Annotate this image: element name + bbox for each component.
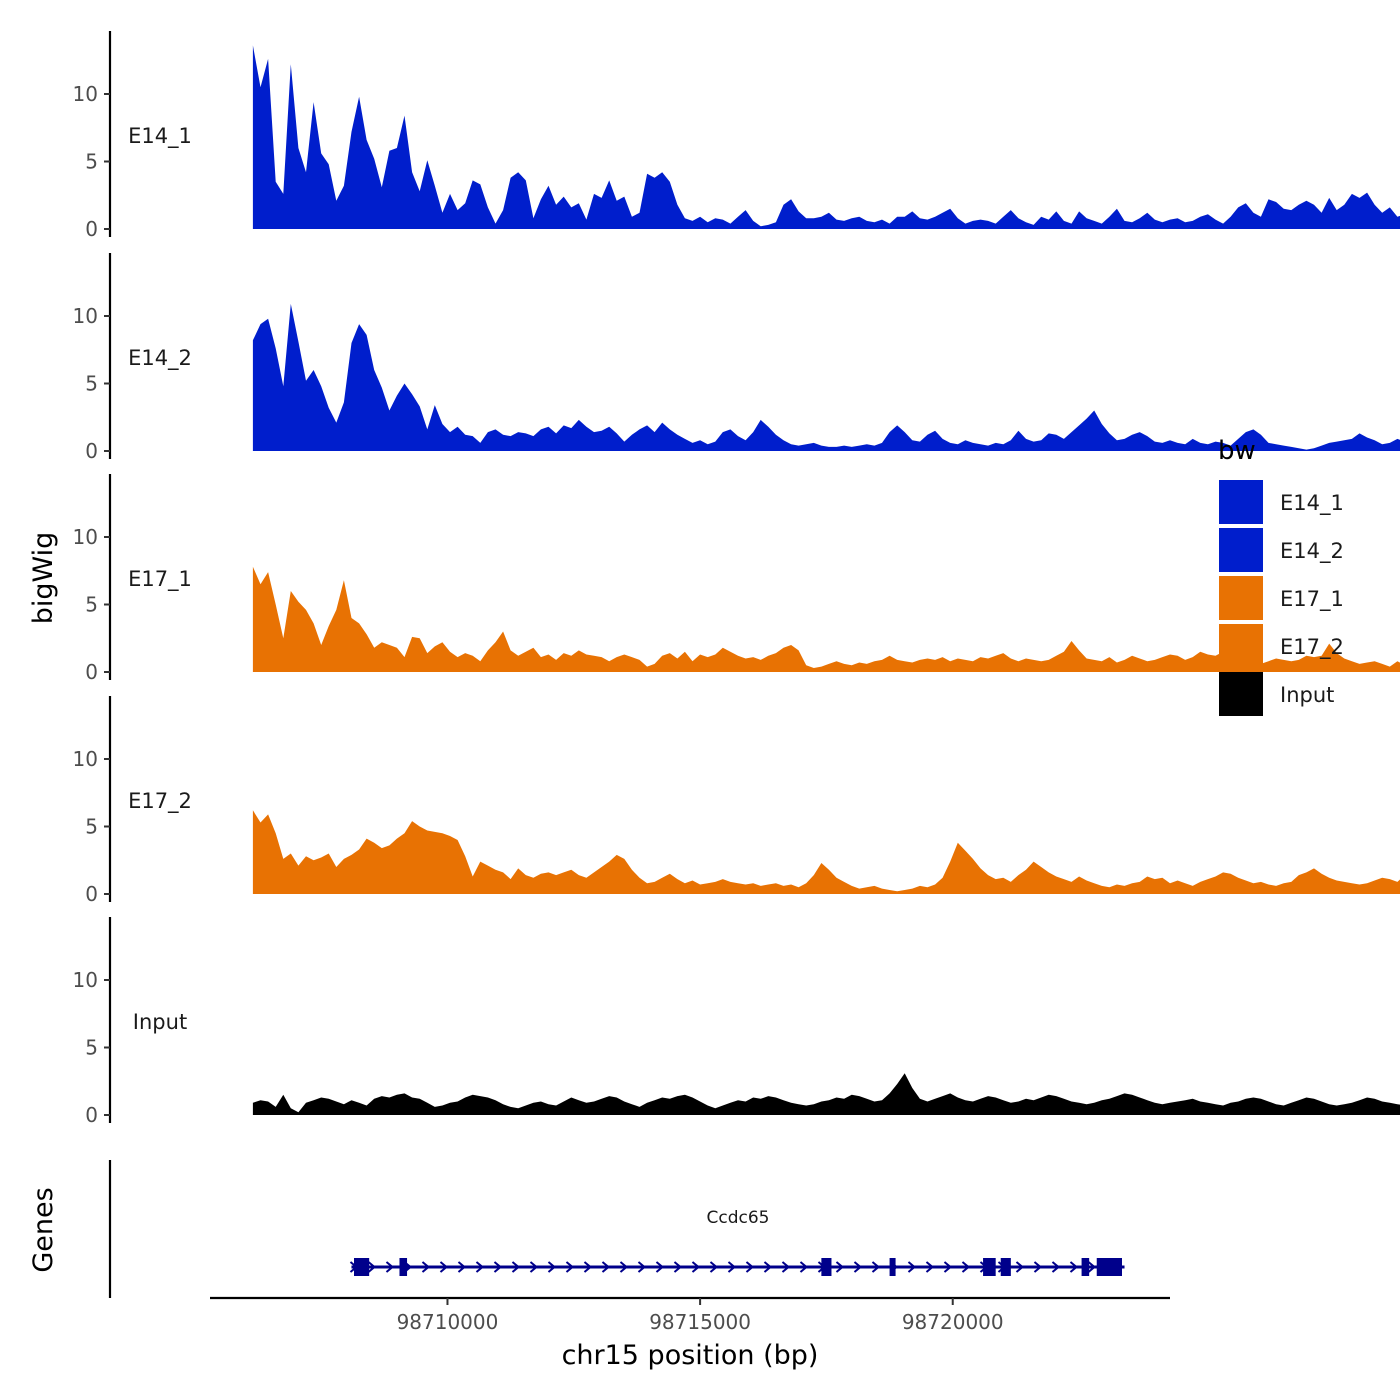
- y-tick-label: 5: [85, 372, 98, 396]
- strand-arrow: [529, 1261, 539, 1273]
- strand-arrow: [619, 1261, 629, 1273]
- y-tick-label: 0: [85, 882, 98, 906]
- strand-arrow: [421, 1261, 431, 1273]
- strand-arrow: [835, 1261, 845, 1273]
- strand-arrow: [601, 1261, 611, 1273]
- strand-arrow: [853, 1261, 863, 1273]
- gene-track: Ccdc65: [108, 1160, 1125, 1298]
- legend-swatch: [1219, 480, 1263, 524]
- track-e14-1: 0 5 10 E14_1: [73, 31, 1400, 241]
- y-tick-label: 5: [85, 150, 98, 174]
- track-input: 0 5 10 Input: [73, 917, 1400, 1127]
- strand-arrow: [763, 1261, 773, 1273]
- genes-axis-title: Genes: [28, 1187, 59, 1272]
- y-tick-label: 5: [85, 1036, 98, 1060]
- strand-arrow: [727, 1261, 737, 1273]
- legend-label: E17_2: [1280, 635, 1344, 660]
- strand-arrow: [367, 1261, 377, 1273]
- strand-arrow: [1087, 1261, 1097, 1273]
- y-tick-label: 0: [85, 217, 98, 241]
- strand-arrow: [637, 1261, 647, 1273]
- y-tick-label: 5: [85, 815, 98, 839]
- y-tick-label: 0: [85, 660, 98, 684]
- strand-arrow: [1051, 1261, 1061, 1273]
- strand-arrow: [1015, 1261, 1025, 1273]
- gene-exon: [354, 1258, 370, 1276]
- signal-area-e17-2: [252, 810, 1400, 894]
- strand-arrow: [655, 1261, 665, 1273]
- x-tick-label: 98720000: [902, 1310, 1004, 1334]
- y-tick-label: 10: [73, 968, 98, 992]
- y-axis-title: bigWig: [28, 532, 59, 625]
- strand-arrow: [799, 1261, 809, 1273]
- track-label: E17_1: [128, 567, 192, 592]
- strand-arrow: [709, 1261, 719, 1273]
- x-tick-label: 98710000: [397, 1310, 499, 1334]
- legend-label: Input: [1280, 683, 1334, 707]
- y-tick-label: 10: [73, 747, 98, 771]
- legend: bw E14_1 E14_2 E17_1 E17_2 Input: [1218, 436, 1344, 716]
- y-tick-label: 10: [73, 525, 98, 549]
- strand-arrow: [457, 1261, 467, 1273]
- strand-arrow: [547, 1261, 557, 1273]
- y-tick-label: 10: [73, 304, 98, 328]
- gene-label: Ccdc65: [707, 1208, 770, 1228]
- gene-exon: [889, 1258, 896, 1276]
- strand-arrow: [439, 1261, 449, 1273]
- track-e17-2: 0 5 10 E17_2: [73, 696, 1400, 906]
- strand-arrow: [925, 1261, 935, 1273]
- strand-arrow: [565, 1261, 575, 1273]
- legend-swatch: [1219, 672, 1263, 716]
- gene-exon: [1000, 1258, 1011, 1276]
- strand-arrow: [1033, 1261, 1043, 1273]
- y-tick-label: 5: [85, 593, 98, 617]
- strand-arrow: [1069, 1261, 1079, 1273]
- track-e17-1: 0 5 10 E17_1: [73, 474, 1400, 684]
- strand-arrow: [691, 1261, 701, 1273]
- gene-exon: [983, 1258, 996, 1276]
- gene-exon: [821, 1258, 832, 1276]
- strand-arrow: [907, 1261, 917, 1273]
- strand-arrow: [511, 1261, 521, 1273]
- signal-area-input: [252, 1073, 1400, 1115]
- track-e14-2: 0 5 10 E14_2: [73, 253, 1400, 463]
- strand-arrow: [493, 1261, 503, 1273]
- legend-swatch: [1219, 528, 1263, 572]
- legend-label: E14_1: [1280, 491, 1344, 516]
- legend-swatch: [1219, 576, 1263, 620]
- strand-arrow: [745, 1261, 755, 1273]
- x-axis: 98710000 98715000 98720000: [210, 1296, 1170, 1334]
- strand-arrow: [385, 1261, 395, 1273]
- x-tick-label: 98715000: [649, 1310, 751, 1334]
- strand-arrow: [943, 1261, 953, 1273]
- strand-arrow: [673, 1261, 683, 1273]
- y-tick-label: 10: [73, 82, 98, 106]
- signal-area-e17-1: [252, 566, 1400, 672]
- signal-area-e14-2: [252, 303, 1400, 451]
- strand-arrow: [871, 1261, 881, 1273]
- track-label: Input: [133, 1010, 187, 1034]
- legend-swatch: [1219, 624, 1263, 668]
- signal-area-e14-1: [252, 45, 1400, 229]
- gene-exon: [399, 1258, 408, 1276]
- strand-arrow: [781, 1261, 791, 1273]
- y-tick-label: 0: [85, 1103, 98, 1127]
- strand-arrow: [475, 1261, 485, 1273]
- strand-arrow: [961, 1261, 971, 1273]
- track-label: E14_2: [128, 346, 192, 371]
- gene-exon: [1096, 1258, 1122, 1276]
- signal-tracks: 0 5 10 E14_1 0 5 10 E14_2 0 5 10 E17_1 0 5 10 E17_2 0 5 10…: [73, 31, 1400, 1127]
- legend-label: E14_2: [1280, 539, 1344, 564]
- legend-title: bw: [1218, 436, 1256, 466]
- legend-label: E17_1: [1280, 587, 1344, 612]
- x-axis-title: chr15 position (bp): [562, 1340, 819, 1371]
- strand-arrow: [583, 1261, 593, 1273]
- gene-exon: [1081, 1258, 1090, 1276]
- track-label: E14_1: [128, 124, 192, 149]
- y-tick-label: 0: [85, 439, 98, 463]
- track-label: E17_2: [128, 789, 192, 814]
